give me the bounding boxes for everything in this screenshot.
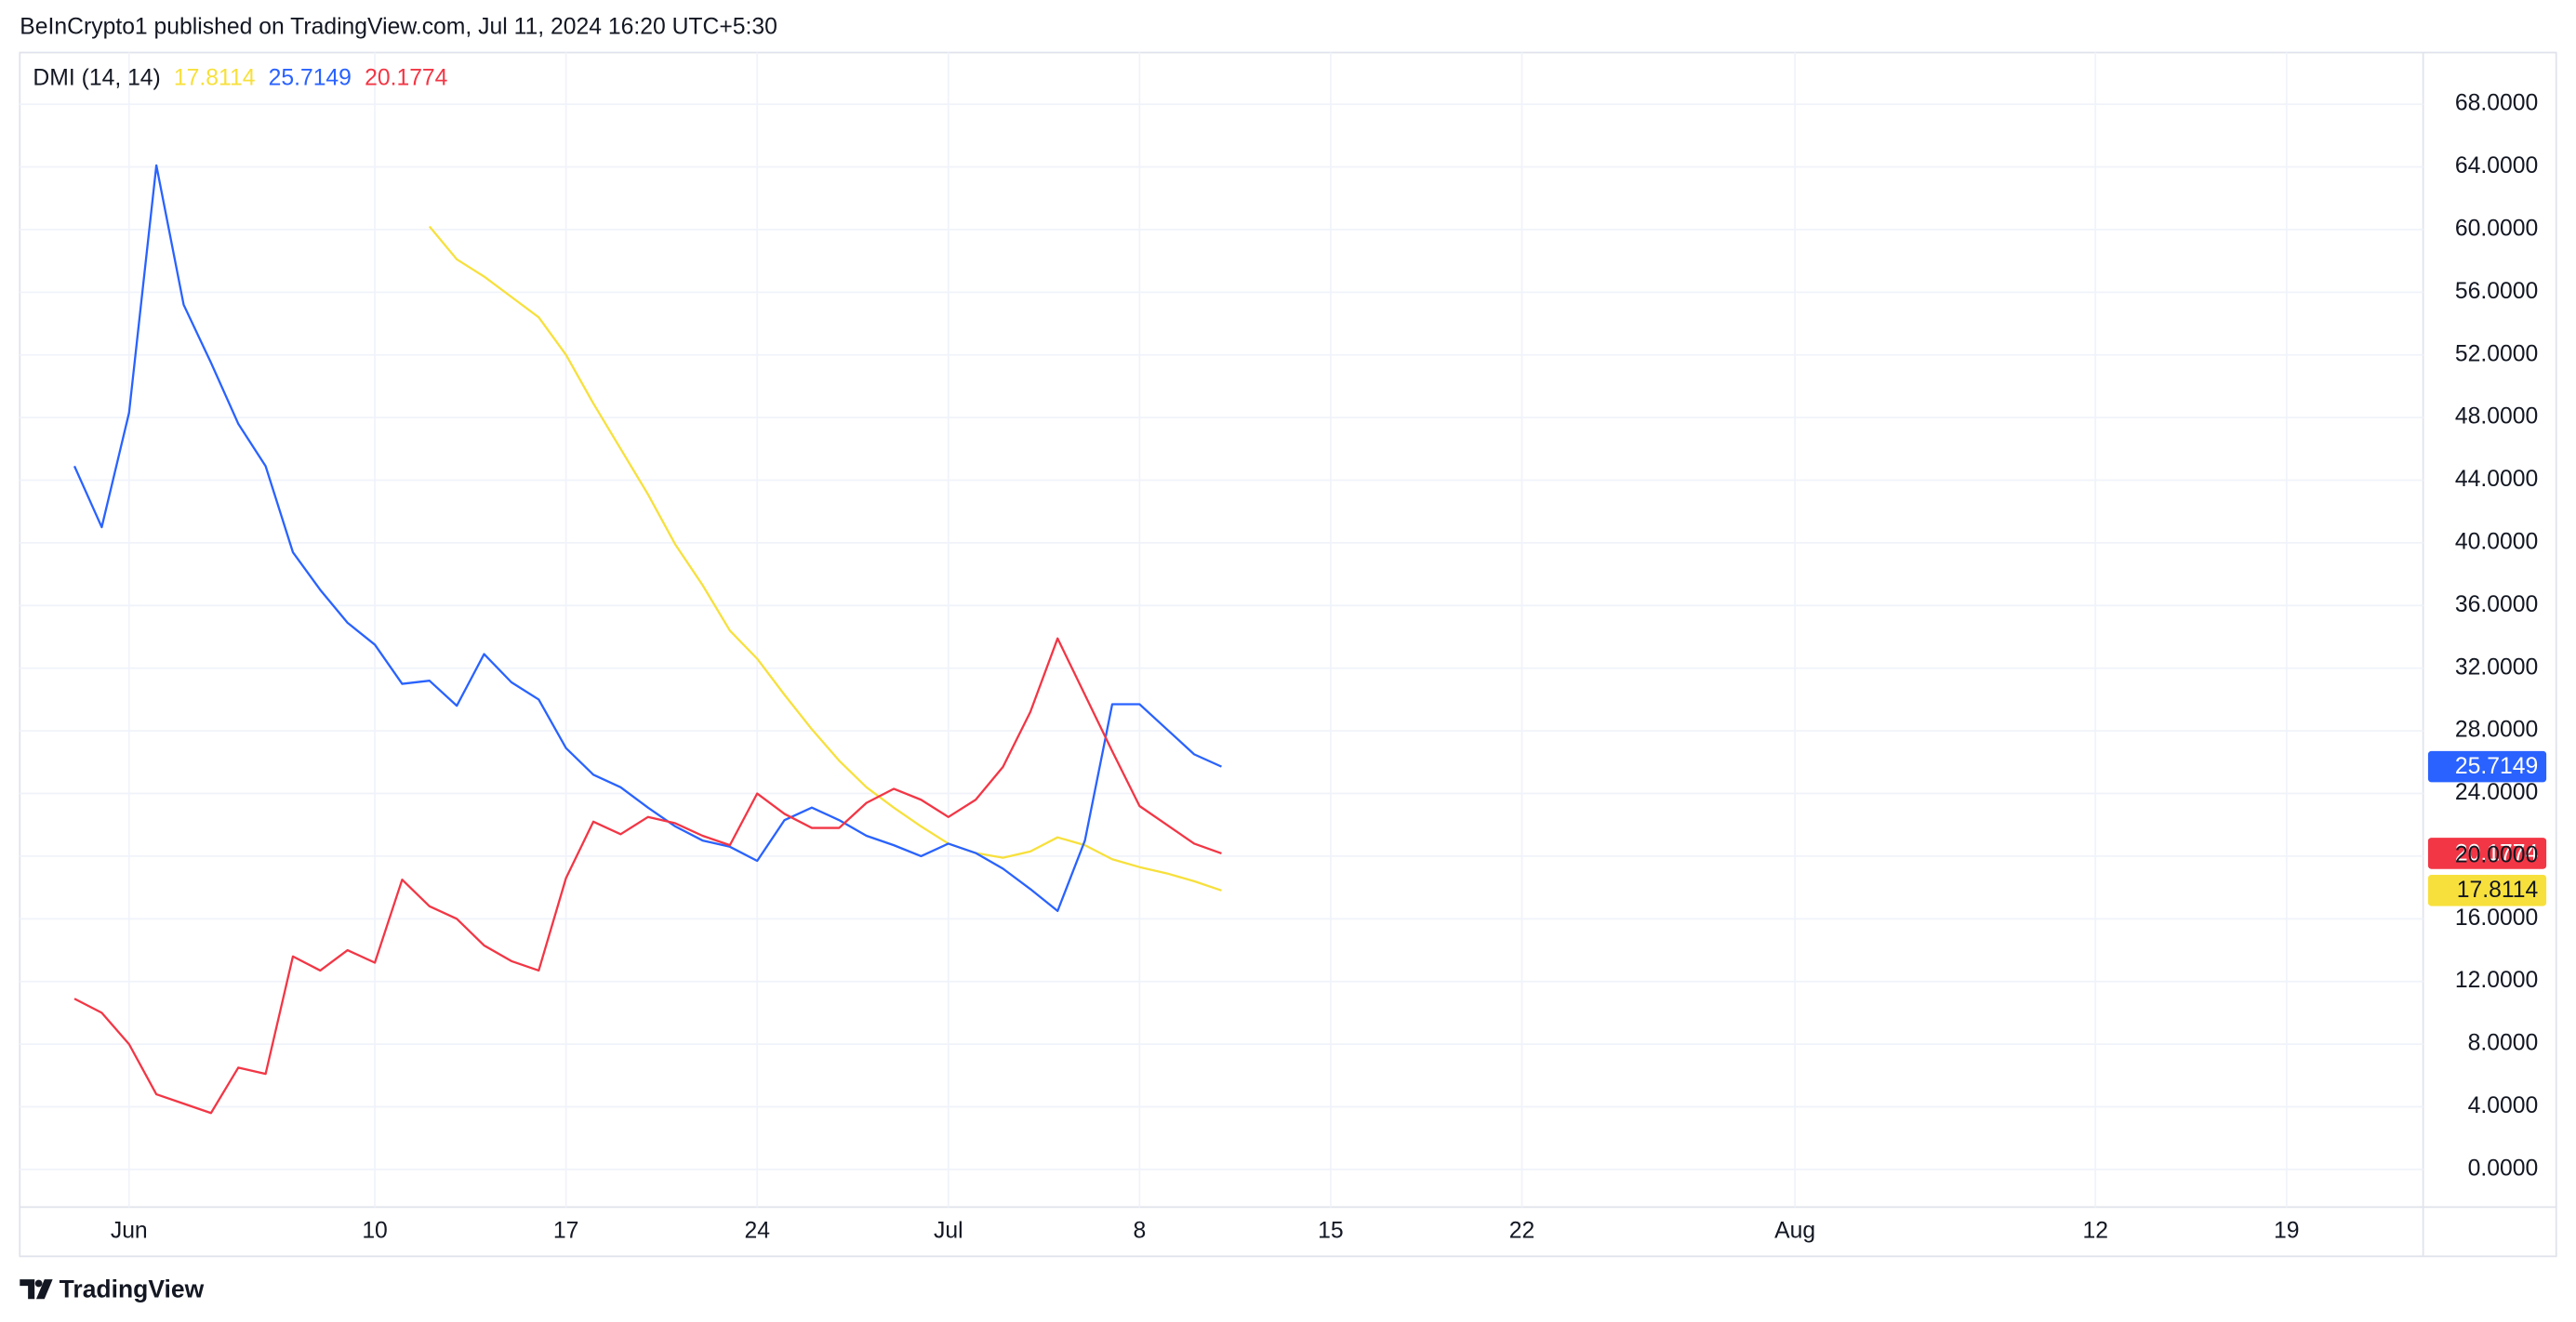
x-tick-label: Jun bbox=[111, 1218, 148, 1243]
price-tags: 17.8114 25.7149 20.1774 bbox=[2427, 750, 2547, 906]
x-tick-label: 8 bbox=[1133, 1218, 1146, 1243]
y-tick-label: 68.0000 bbox=[2455, 91, 2538, 116]
logo-dot bbox=[34, 1279, 43, 1288]
legend-title: DMI (14, 14) bbox=[33, 65, 160, 90]
grid bbox=[20, 52, 2423, 1208]
y-tick-label: 60.0000 bbox=[2455, 216, 2538, 241]
legend-value: 25.7149 bbox=[269, 65, 352, 90]
line-series bbox=[73, 164, 1222, 913]
y-tick-label: 44.0000 bbox=[2455, 467, 2538, 492]
y-tick-label: 36.0000 bbox=[2455, 592, 2538, 617]
x-tick-label: 17 bbox=[553, 1218, 579, 1243]
price-tag bbox=[2427, 875, 2547, 906]
price-tag-label: 17.8114 bbox=[2457, 878, 2539, 903]
legend-value: 20.1774 bbox=[365, 65, 448, 90]
x-tick-label: Jul bbox=[934, 1218, 963, 1243]
y-tick-label: 24.0000 bbox=[2455, 780, 2538, 805]
y-tick-label: 12.0000 bbox=[2455, 968, 2538, 993]
y-tick-label: 20.0000 bbox=[2455, 842, 2538, 867]
y-tick-label: 4.0000 bbox=[2468, 1093, 2539, 1118]
x-tick-label: 15 bbox=[1318, 1218, 1344, 1243]
plot bbox=[73, 164, 1222, 1115]
y-tick-label: 16.0000 bbox=[2455, 906, 2538, 931]
y-tick-label: 32.0000 bbox=[2455, 654, 2538, 680]
y-tick-label: 8.0000 bbox=[2468, 1031, 2539, 1056]
chart-frame bbox=[19, 51, 2557, 1258]
y-tick-label: 56.0000 bbox=[2455, 279, 2538, 304]
line-series bbox=[428, 225, 1222, 892]
x-tick-label: 10 bbox=[362, 1218, 388, 1243]
price-tag-label: 20.1774 bbox=[2455, 840, 2539, 866]
x-tick-label: Aug bbox=[1774, 1218, 1815, 1243]
logo-icon bbox=[20, 1279, 53, 1300]
x-tick-label: 12 bbox=[2082, 1218, 2108, 1243]
price-tag-label: 25.7149 bbox=[2455, 754, 2538, 779]
price-tag bbox=[2427, 750, 2547, 783]
x-tick-label: 24 bbox=[744, 1218, 770, 1243]
footer-brand: TradingView bbox=[60, 1275, 205, 1302]
legend-value: 17.8114 bbox=[174, 65, 256, 90]
y-tick-label: 64.0000 bbox=[2455, 153, 2538, 178]
x-tick-label: 19 bbox=[2274, 1218, 2300, 1243]
y-tick-label: 0.0000 bbox=[2468, 1156, 2539, 1181]
line-series bbox=[73, 637, 1222, 1115]
y-tick-label: 48.0000 bbox=[2455, 404, 2538, 430]
footer-logo bbox=[20, 1279, 53, 1300]
price-tag bbox=[2427, 838, 2547, 869]
header-text: BeInCrypto1 published on TradingView.com… bbox=[20, 15, 777, 40]
y-tick-label: 28.0000 bbox=[2455, 718, 2538, 743]
y-tick-label: 52.0000 bbox=[2455, 341, 2538, 366]
legend: DMI (14, 14) 17.8114 25.7149 20.1774 bbox=[33, 65, 447, 90]
x-tick-label: 22 bbox=[1509, 1218, 1535, 1243]
y-tick-label: 40.0000 bbox=[2455, 529, 2538, 554]
